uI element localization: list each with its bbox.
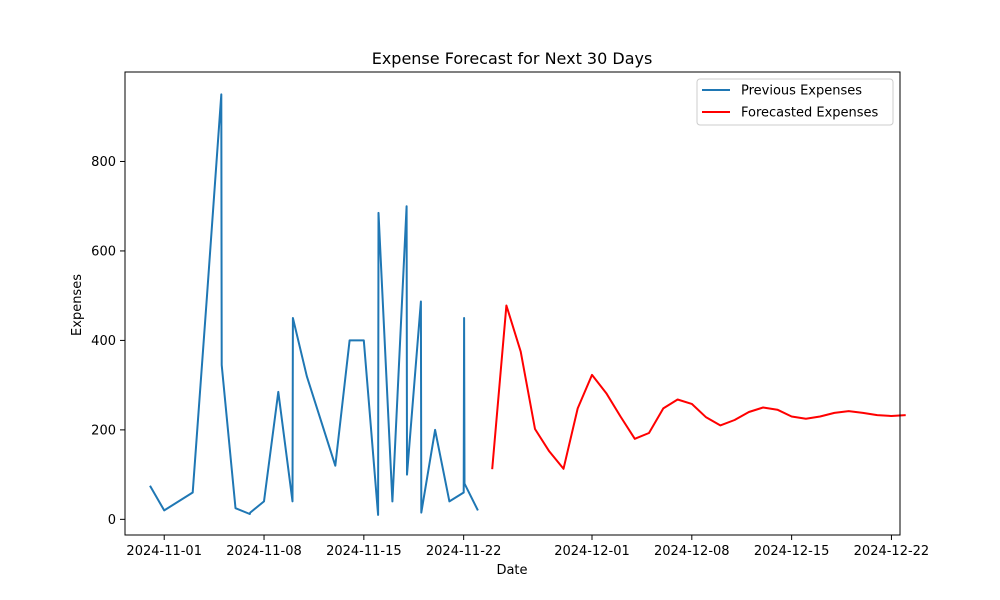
legend-box [696,78,894,126]
x-tick-label: 2024-12-22 [854,544,930,559]
chart-title: Expense Forecast for Next 30 Days [372,49,653,68]
y-tick-label: 400 [91,334,116,349]
x-tick-label: 2024-11-01 [126,544,202,559]
plot-frame [124,71,901,536]
x-tick-label: 2024-12-01 [554,544,630,559]
y-tick-label: 800 [91,155,116,170]
x-tick-label: 2024-11-22 [426,544,502,559]
legend-label-previous-expenses: Previous Expenses [741,84,862,99]
x-tick-label: 2024-12-15 [754,544,830,559]
x-tick-label: 2024-12-08 [654,544,730,559]
y-tick-label: 0 [108,513,116,528]
x-tick-label: 2024-11-15 [326,544,402,559]
x-tick-label: 2024-11-08 [226,544,302,559]
series-line-forecasted-expenses [491,304,906,470]
y-tick-label: 600 [91,244,116,259]
axes-layer: 0 200 400 600 800 2024-11-01 2024-11-08 2024-11… [91,71,930,559]
legend: Previous Expenses Forecasted Expenses [696,78,894,126]
legend-label-forecasted-expenses: Forecasted Expenses [741,106,879,121]
series-line-previous-expenses [149,93,479,516]
y-axis-title: Expenses [70,274,85,336]
x-axis-title: Date [496,563,527,578]
series-layer [149,93,906,516]
y-tick-label: 200 [91,423,116,438]
